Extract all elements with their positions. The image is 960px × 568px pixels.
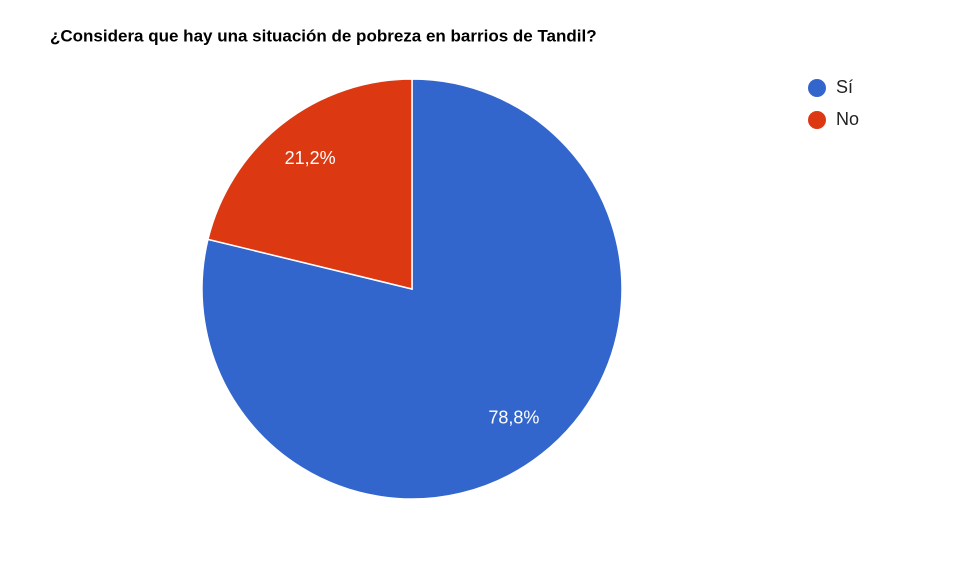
legend-swatch <box>808 79 826 97</box>
data-label: 21,2% <box>285 148 336 168</box>
legend-label: Sí <box>836 77 853 97</box>
legend-label: No <box>836 109 859 129</box>
data-label: 78,8% <box>488 407 539 427</box>
pie-slice <box>201 78 623 500</box>
legend-swatch <box>808 111 826 129</box>
chart-title: ¿Considera que hay una situación de pobr… <box>50 26 597 45</box>
pie-slice <box>207 78 413 290</box>
